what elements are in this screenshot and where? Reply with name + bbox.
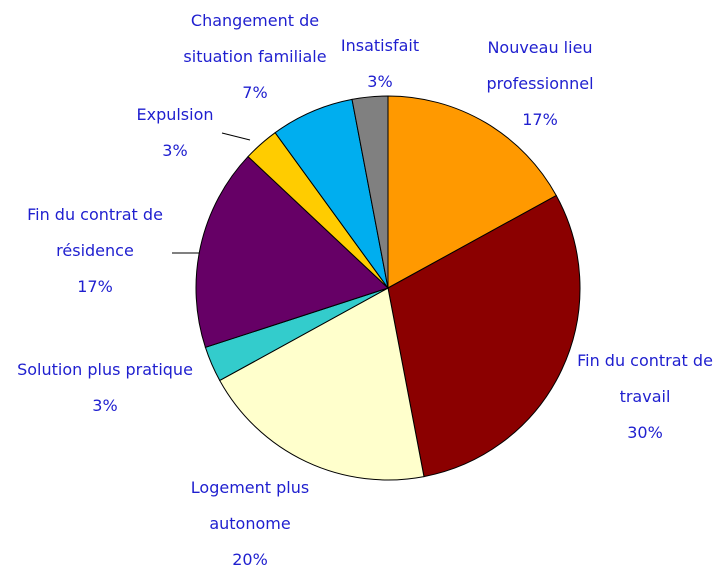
leader-line	[221, 132, 251, 141]
slice	[195, 155, 389, 348]
value-label: 3%	[367, 72, 393, 91]
category-name: Solution plus pratique	[17, 360, 193, 379]
slice-label: Insatisfait 3%	[330, 28, 430, 100]
category-name: Fin du contrat de résidence	[27, 205, 163, 260]
slice	[219, 287, 425, 481]
slice-label: Nouveau lieu professionnel 17%	[465, 30, 615, 138]
chart: Nouveau lieu professionnel 17% Fin du cont…	[0, 3, 721, 569]
slice-label: Fin du contrat de travail 30%	[565, 343, 721, 451]
category-name: Logement plus autonome	[190, 478, 310, 533]
category-name: Changement de situation familiale	[183, 11, 327, 66]
value-label: 17%	[77, 277, 113, 296]
category-name: Nouveau lieu professionnel	[486, 38, 594, 93]
category-name: Insatisfait	[340, 36, 420, 55]
slice-label: Expulsion 3%	[125, 97, 225, 169]
slice-label: Fin du contrat de résidence 17%	[15, 197, 175, 305]
value-label: 3%	[162, 141, 188, 160]
pie	[172, 95, 581, 481]
value-label: 3%	[92, 396, 118, 415]
value-label: 30%	[627, 423, 663, 442]
slice	[387, 194, 581, 478]
slice-label: Logement plus autonome 20%	[180, 470, 320, 578]
value-label: 17%	[522, 110, 558, 129]
category-name: Expulsion	[136, 105, 214, 124]
slice	[387, 95, 557, 289]
slice-label: Solution plus pratique 3%	[0, 352, 210, 424]
value-label: 20%	[232, 550, 268, 569]
slice-label: Changement de situation familiale 7%	[175, 3, 335, 111]
value-label: 7%	[242, 83, 268, 102]
category-name: Fin du contrat de travail	[577, 351, 713, 406]
slice	[351, 95, 389, 289]
